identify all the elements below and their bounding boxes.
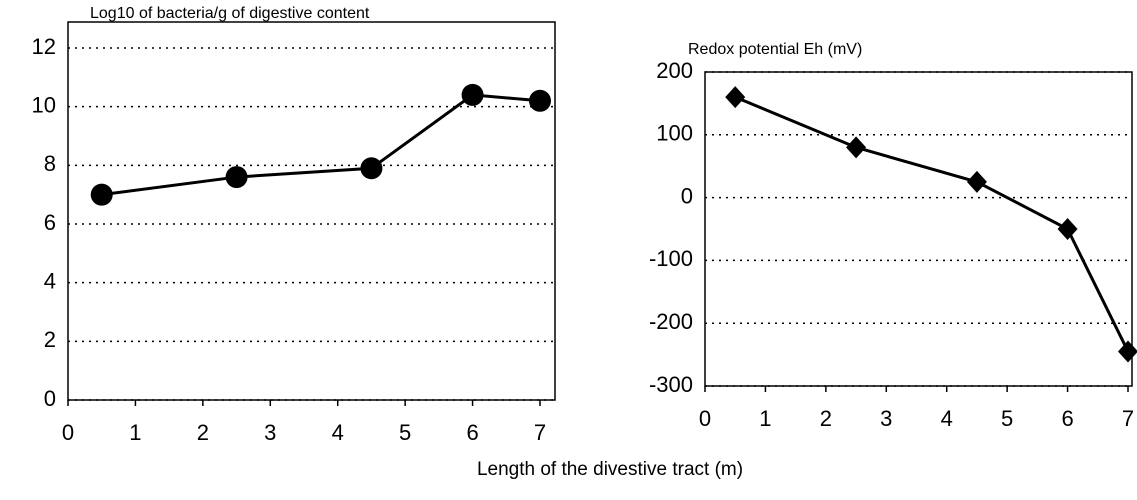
- y-tick-label: -100: [649, 246, 693, 271]
- x-tick-label: 0: [62, 420, 74, 445]
- marker: [725, 86, 746, 109]
- x-axis-label: Length of the divestive tract (m): [477, 459, 743, 480]
- marker: [529, 89, 551, 112]
- marker: [225, 166, 248, 189]
- y-tick-label: 10: [32, 92, 56, 117]
- x-tick-label: 0: [699, 406, 711, 431]
- plot-frame: [704, 71, 1133, 387]
- x-tick-label: 4: [332, 420, 344, 445]
- y-tick-label: 4: [44, 268, 56, 293]
- x-tick-label: 2: [197, 420, 209, 445]
- chart-title: Redox potential Eh (mV): [688, 41, 862, 58]
- x-tick-label: 5: [399, 420, 411, 445]
- y-tick-label: 0: [44, 386, 56, 411]
- x-tick-label: 7: [534, 420, 546, 445]
- y-tick-label: 0: [681, 183, 693, 208]
- x-tick-label: 1: [759, 406, 771, 431]
- marker: [90, 183, 113, 206]
- x-tick-label: 1: [129, 420, 141, 445]
- marker: [360, 157, 383, 180]
- y-tick-label: -200: [649, 309, 693, 334]
- plot-frame: [67, 21, 556, 401]
- x-tick-label: 3: [880, 406, 892, 431]
- x-tick-label: 3: [264, 420, 276, 445]
- y-tick-label: 200: [656, 58, 693, 83]
- y-tick-label: 8: [44, 151, 56, 176]
- y-tick-label: 100: [656, 121, 693, 146]
- data-line: [101, 93, 541, 197]
- x-tick-label: 6: [466, 420, 478, 445]
- marker: [1057, 218, 1078, 240]
- x-tick-label: 5: [1001, 406, 1013, 431]
- y-tick-label: 12: [32, 34, 56, 59]
- x-tick-label: 7: [1122, 406, 1134, 431]
- x-tick-label: 2: [820, 406, 832, 431]
- marker: [461, 83, 484, 106]
- marker: [1118, 340, 1137, 363]
- x-tick-label: 6: [1061, 406, 1073, 431]
- chart-title: Log10 of bacteria/g of digestive content: [90, 5, 370, 22]
- y-tick-label: 6: [44, 210, 56, 235]
- marker: [846, 136, 867, 159]
- x-tick-label: 4: [941, 406, 953, 431]
- y-tick-label: -300: [649, 372, 693, 397]
- marker: [966, 170, 987, 193]
- y-tick-label: 2: [44, 327, 56, 352]
